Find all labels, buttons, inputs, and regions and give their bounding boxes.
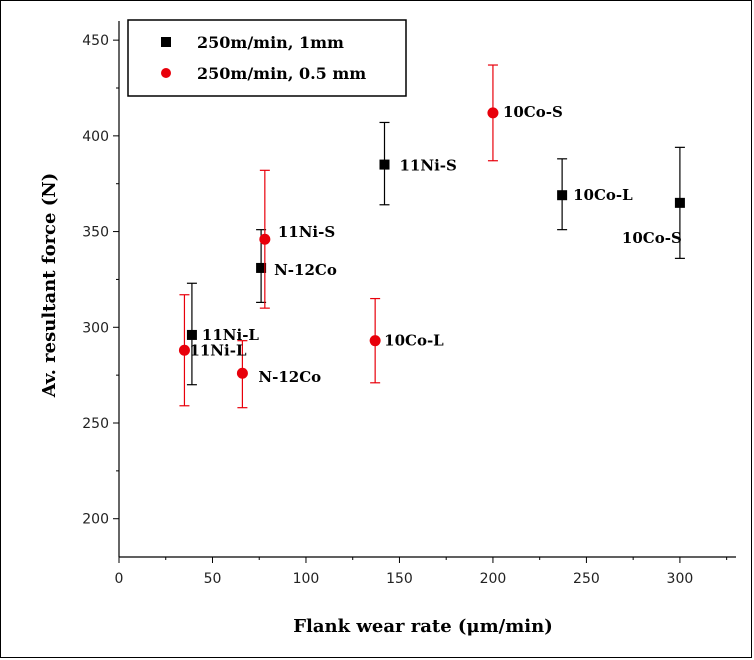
- x-tick-label: 250: [573, 571, 600, 587]
- x-axis-title: Flank wear rate (μm/min): [293, 616, 552, 637]
- data-point-circle: [369, 335, 381, 347]
- point-labels: 11Ni-L N-12Co 11Ni-S 10Co-L 10Co-S 11Ni-L N-12…: [189, 103, 681, 386]
- x-tick-label: 50: [204, 571, 222, 587]
- point-label: 11Ni-L: [189, 341, 247, 359]
- point-label: 10Co-S: [503, 103, 563, 121]
- legend-marker-series-1: [161, 37, 171, 47]
- data-point-circle: [236, 367, 248, 379]
- data-point-circle: [259, 233, 271, 245]
- legend-label-series-1: 250m/min, 1mm: [197, 33, 344, 52]
- data-point-circle: [487, 107, 499, 119]
- legend-box: [127, 19, 407, 97]
- data-marks: [178, 64, 685, 409]
- y-tick-label: 300: [82, 320, 109, 336]
- data-point-square: [557, 190, 568, 201]
- legend: 250m/min, 1mm 250m/min, 0.5 mm: [127, 19, 407, 97]
- y-tick-label: 200: [82, 512, 109, 528]
- y-tick-label: 400: [82, 129, 109, 145]
- point-label: 10Co-L: [573, 186, 633, 204]
- point-label: 10Co-S: [622, 229, 682, 247]
- y-tick-label: 350: [82, 225, 109, 241]
- y-axis-title: Av. resultant force (N): [39, 173, 60, 398]
- point-label: N-12Co: [274, 261, 337, 279]
- point-label: N-12Co: [258, 368, 321, 386]
- data-point-square: [379, 159, 390, 170]
- data-point-square: [674, 197, 685, 208]
- y-tick-label: 250: [82, 416, 109, 432]
- series-2: [178, 64, 499, 409]
- point-label: 11Ni-S: [278, 223, 335, 241]
- y-tick-label: 450: [82, 33, 109, 49]
- x-tick-label: 0: [115, 571, 124, 587]
- data-point-square: [186, 329, 197, 340]
- data-point-circle: [178, 344, 190, 356]
- data-point-square: [256, 262, 267, 273]
- x-tick-label: 100: [293, 571, 320, 587]
- point-label: 11Ni-S: [399, 157, 456, 175]
- y-ticks: 200 250 300 350 400 450: [82, 33, 119, 528]
- x-tick-label: 200: [480, 571, 507, 587]
- legend-marker-series-2: [161, 68, 171, 78]
- x-tick-label: 300: [667, 571, 694, 587]
- x-ticks: 0 50 100 150 200 250 300: [115, 557, 728, 587]
- point-label: 11Ni-L: [202, 326, 260, 344]
- axes: [118, 21, 736, 558]
- x-tick-label: 150: [386, 571, 413, 587]
- legend-label-series-2: 250m/min, 0.5 mm: [197, 64, 366, 83]
- point-label: 10Co-L: [384, 332, 444, 350]
